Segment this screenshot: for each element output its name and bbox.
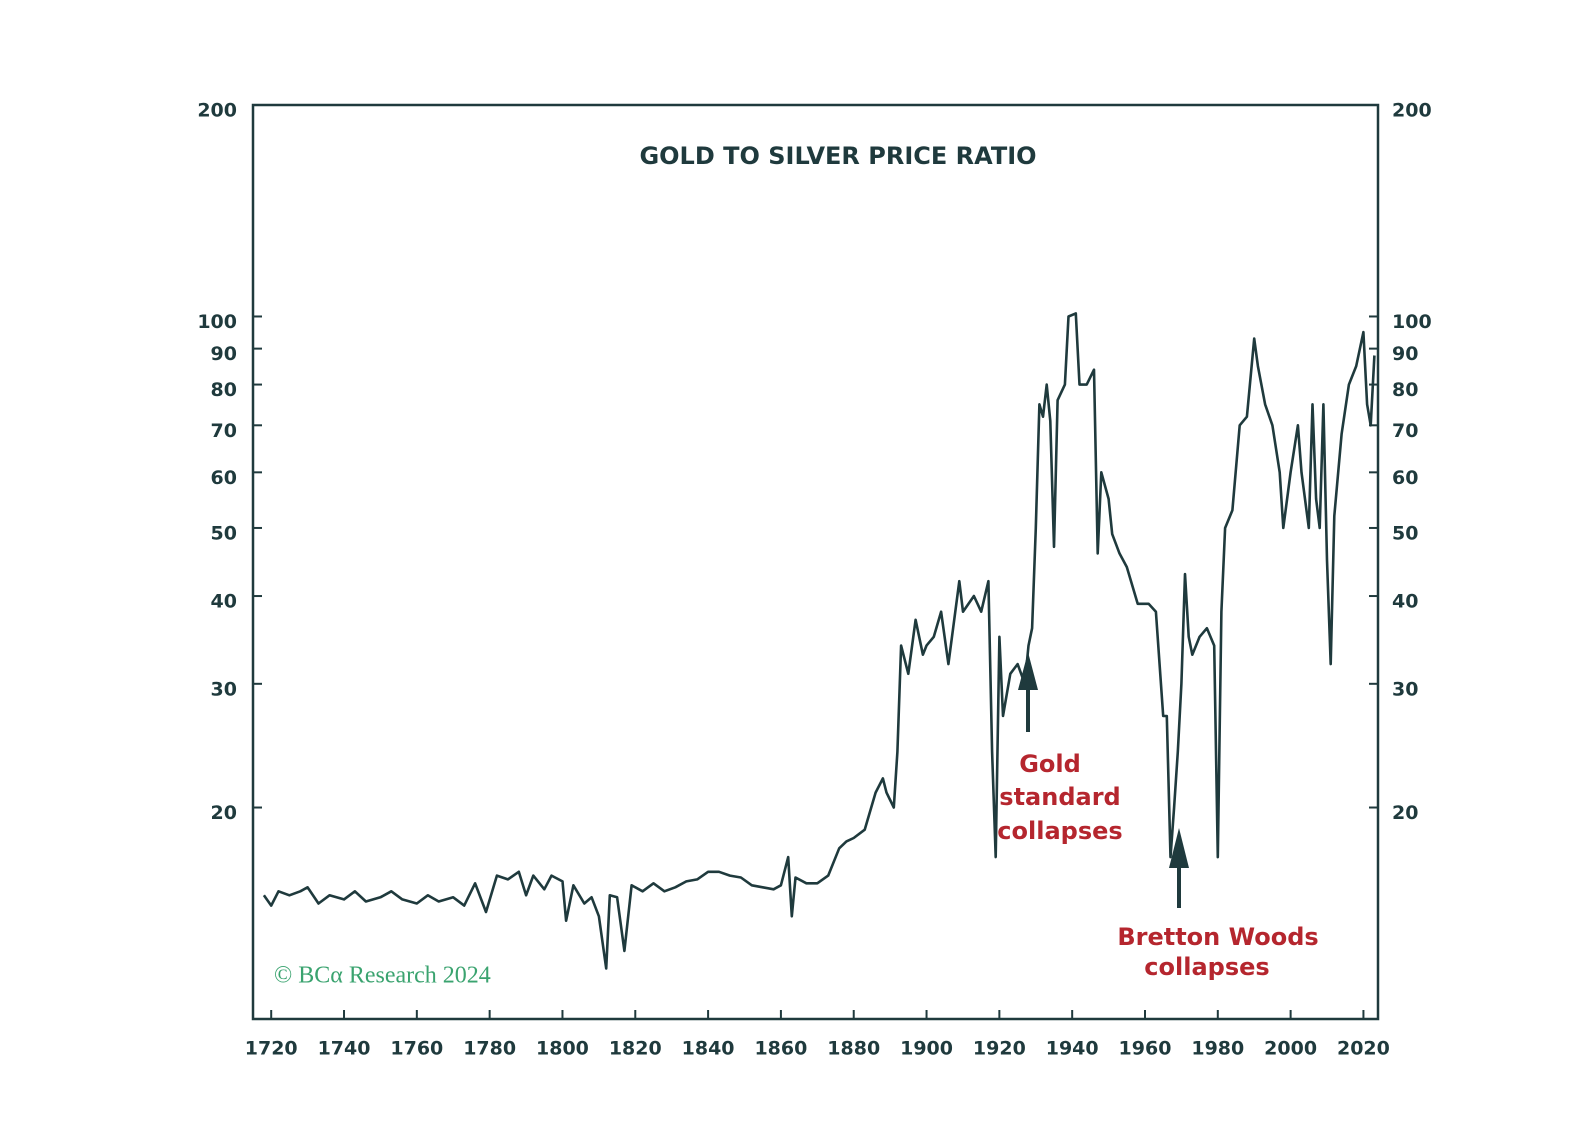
y-tick-label: 40 [211,591,237,613]
annotation-bretton: Bretton Woods collapses [1117,828,1319,981]
x-tick-label: 2000 [1264,1038,1317,1060]
arrow-head [1169,828,1189,868]
y2-tick-label: 20 [1392,802,1418,824]
y2-tick-label: 40 [1392,591,1418,613]
y-tick-label: 20 [211,802,237,824]
x-tick-label: 1760 [390,1038,443,1060]
plot-frame [251,103,1380,1021]
x-tick-label: 1880 [827,1038,880,1060]
x-tick-label: 1840 [682,1038,735,1060]
annotation-gold: Gold standard collapses [997,652,1123,845]
y-tick-label: 80 [211,379,237,401]
x-tick-label: 1740 [318,1038,371,1060]
x-tick-label: 1940 [1046,1038,1099,1060]
y2-tick-label: 90 [1392,343,1418,365]
y-tick-label: 90 [211,343,237,365]
y2-tick-label: 50 [1392,522,1418,544]
y-tick-label: 30 [211,678,237,700]
y2-tick-label: 100 [1392,311,1432,333]
annotation-text: collapses [1144,953,1269,981]
x-tick-label: 1780 [463,1038,516,1060]
y-tick-label: 60 [211,467,237,489]
y2-tick-label: 60 [1392,467,1418,489]
annotation-text: standard [999,783,1120,811]
y-tick-label: 70 [211,420,237,442]
y2-tick-label: 70 [1392,420,1418,442]
y2-tick-label: 200 [1392,100,1432,122]
x-tick-label: 1720 [245,1038,298,1060]
x-tick-label: 1960 [1119,1038,1172,1060]
x-tick-label: 2020 [1337,1038,1390,1060]
x-tick-label: 1800 [536,1038,589,1060]
x-tick-label: 1860 [754,1038,807,1060]
y-tick-label: 200 [197,100,237,122]
y2-tick-label: 30 [1392,678,1418,700]
y-tick-label: 50 [211,522,237,544]
x-tick-label: 1900 [900,1038,953,1060]
data-line [262,312,1376,970]
y-tick-label: 100 [197,311,237,333]
source-note: © BCα Research 2024 [274,963,491,989]
y2-tick-label: 80 [1392,379,1418,401]
x-tick-label: 1980 [1191,1038,1244,1060]
x-tick-label: 1820 [609,1038,662,1060]
annotation-text: Gold [1019,750,1081,778]
chart-title: GOLD TO SILVER PRICE RATIO [639,142,1036,170]
annotation-text: Bretton Woods [1117,923,1318,951]
annotation-text: collapses [997,817,1122,845]
x-tick-label: 1920 [973,1038,1026,1060]
